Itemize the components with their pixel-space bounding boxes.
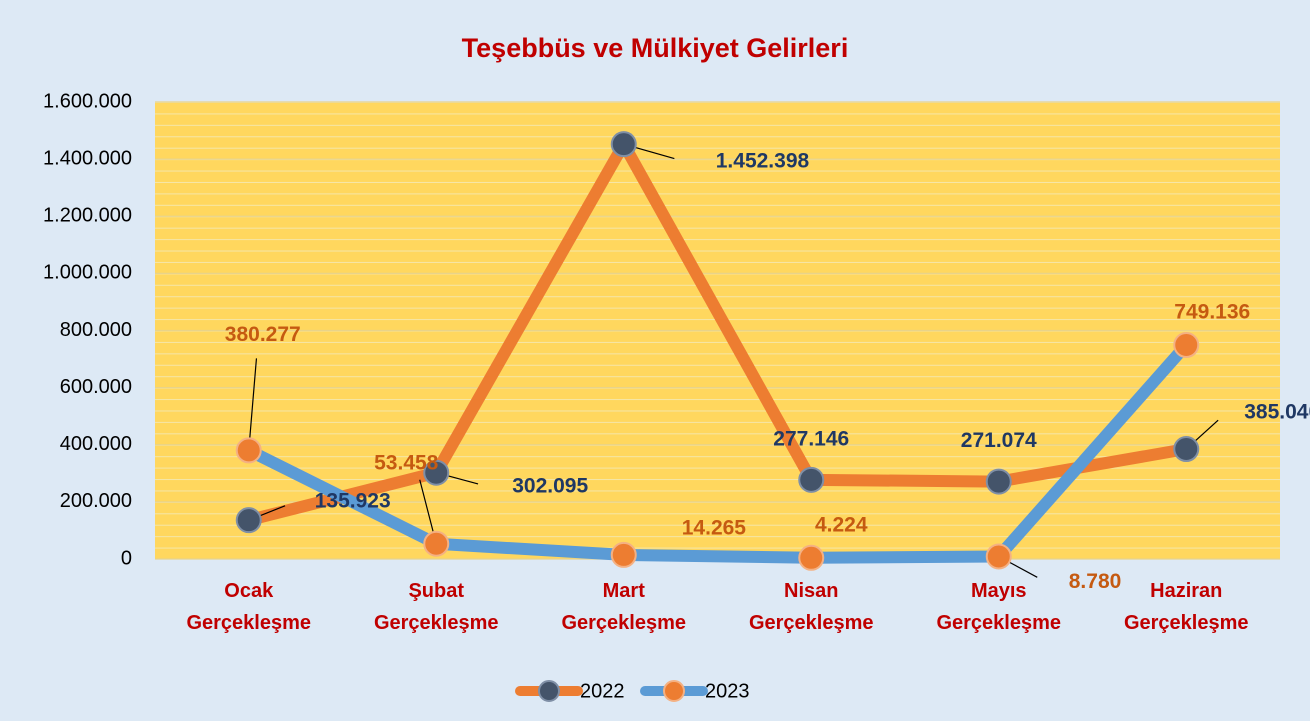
data-label: 1.452.398 xyxy=(716,150,810,173)
x-tick-label: Ocak Gerçekleşme xyxy=(186,580,311,634)
data-label: 302.095 xyxy=(512,474,588,497)
data-label: 385.040 xyxy=(1244,401,1310,424)
marker xyxy=(235,437,262,464)
marker xyxy=(1173,436,1200,463)
legend-marker xyxy=(663,680,685,702)
y-tick-label: 1.000.000 xyxy=(43,262,132,284)
x-tick-label: Mayıs Gerçekleşme xyxy=(936,580,1061,634)
x-tick-label: Nisan Gerçekleşme xyxy=(749,580,874,634)
leader-line xyxy=(248,358,258,451)
marker xyxy=(610,541,637,568)
data-label: 271.074 xyxy=(961,429,1037,452)
marker xyxy=(423,530,450,557)
x-tick-label: Haziran Gerçekleşme xyxy=(1124,580,1249,634)
data-label: 4.224 xyxy=(815,513,868,536)
marker xyxy=(985,543,1012,570)
data-label: 277.146 xyxy=(773,427,849,450)
x-tick-label: Mart Gerçekleşme xyxy=(561,580,686,634)
data-label: 53.458 xyxy=(374,451,439,474)
y-tick-label: 1.400.000 xyxy=(43,147,132,169)
legend-label: 2023 xyxy=(705,680,750,702)
marker xyxy=(798,466,825,493)
marker xyxy=(235,507,262,534)
y-tick-label: 800.000 xyxy=(60,319,132,341)
y-tick-label: 400.000 xyxy=(60,433,132,455)
marker xyxy=(798,544,825,571)
y-tick-label: 600.000 xyxy=(60,376,132,398)
data-label: 749.136 xyxy=(1174,301,1250,324)
marker xyxy=(1173,332,1200,359)
y-tick-label: 0 xyxy=(121,547,132,569)
series-line xyxy=(242,339,1193,564)
y-tick-label: 1.600.000 xyxy=(43,90,132,112)
chart-title: Teşebbüs ve Mülkiyet Gelirleri xyxy=(462,33,849,63)
marker xyxy=(423,459,450,486)
data-label: 14.265 xyxy=(682,516,747,539)
y-tick-label: 1.200.000 xyxy=(43,205,132,227)
data-label: 8.780 xyxy=(1069,570,1122,593)
marker xyxy=(610,131,637,158)
series-line xyxy=(242,138,1193,527)
x-tick-label: Şubat Gerçekleşme xyxy=(374,580,499,634)
y-tick-label: 200.000 xyxy=(60,490,132,512)
data-label: 135.923 xyxy=(315,490,391,513)
legend-marker xyxy=(538,680,560,702)
data-label: 380.277 xyxy=(225,323,301,346)
legend-label: 2022 xyxy=(580,680,625,702)
marker xyxy=(985,468,1012,495)
